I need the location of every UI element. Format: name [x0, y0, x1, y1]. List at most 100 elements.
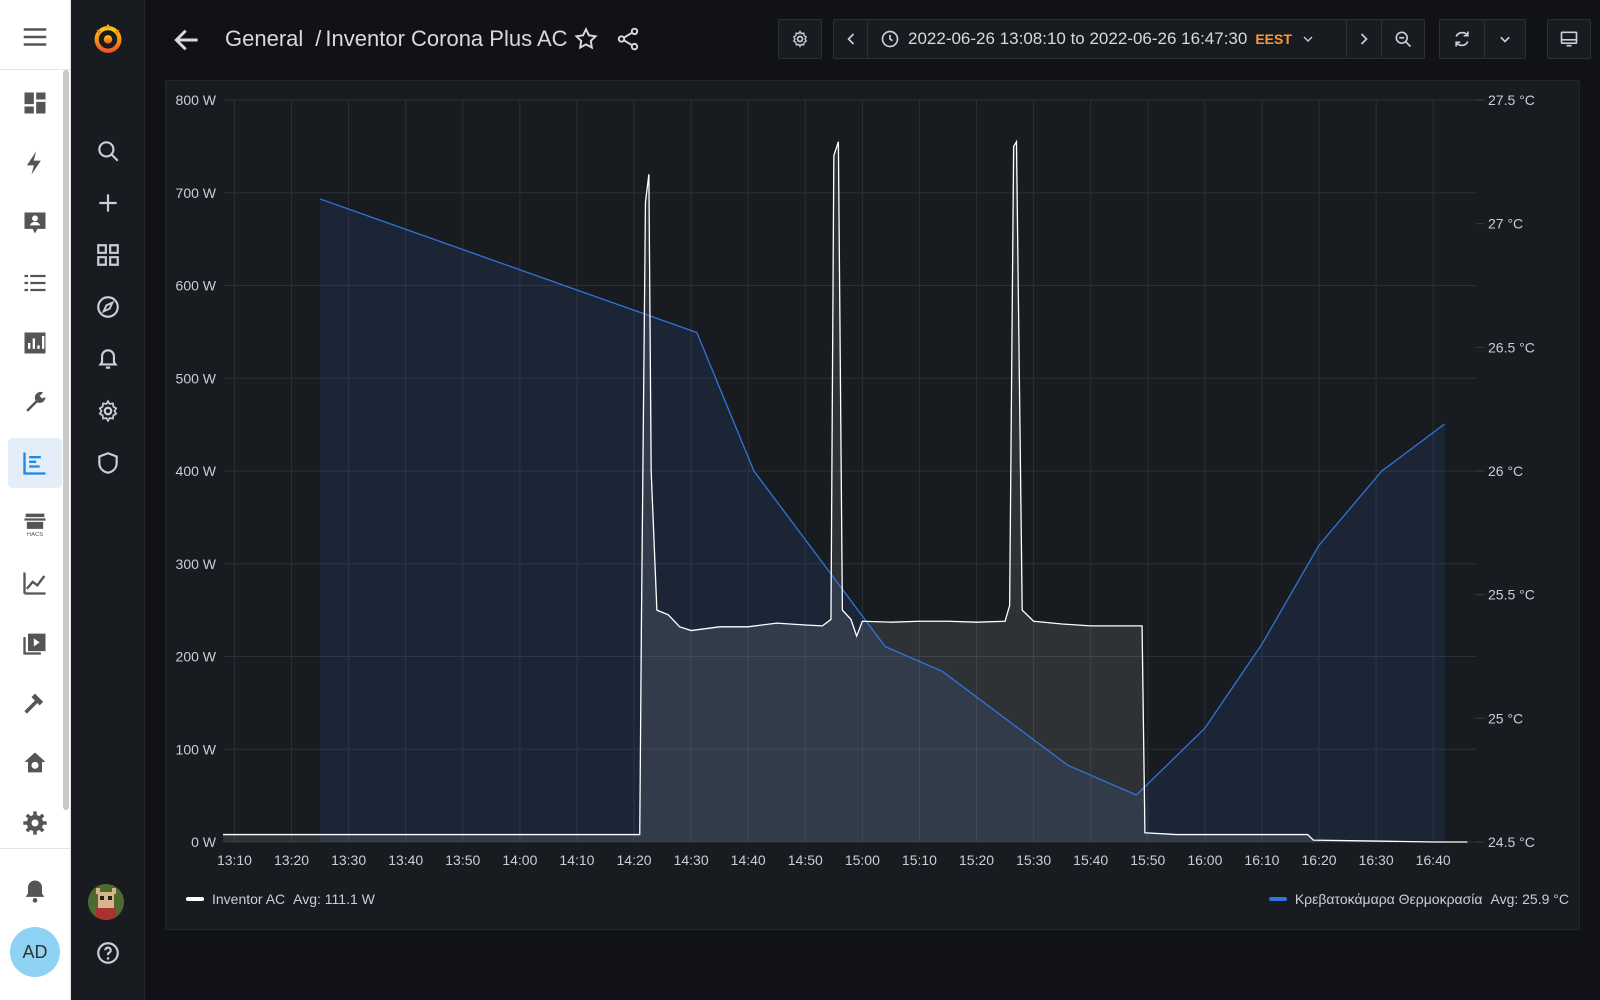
refresh-button[interactable]	[1439, 19, 1485, 59]
menu-icon[interactable]	[20, 22, 50, 52]
x-tick-label: 16:40	[1416, 852, 1451, 868]
server-admin-shield-icon[interactable]	[88, 443, 128, 483]
time-series-chart[interactable]: 0 W 100 W 200 W 300 W 400 W 500 W 600 W 700 W 80…	[166, 81, 1581, 881]
x-tick-label: 15:50	[1130, 852, 1165, 868]
dashboard-title[interactable]: Inventor Corona Plus AC	[325, 26, 568, 51]
y-left-tick-label: 400 W	[176, 463, 217, 479]
legend-avg: Avg: 111.1 W	[293, 891, 375, 907]
search-icon[interactable]	[88, 131, 128, 171]
y-right-tick-label: 27 °C	[1488, 216, 1523, 232]
settings-icon[interactable]	[8, 798, 62, 848]
chevron-left-icon	[847, 33, 855, 45]
ha-sidebar: HACS AD	[0, 0, 71, 1000]
divider	[0, 69, 71, 70]
energy-icon[interactable]	[8, 138, 62, 188]
chevron-down-icon	[1500, 36, 1510, 43]
clock-icon	[881, 30, 899, 48]
x-tick-label: 16:10	[1244, 852, 1279, 868]
chevron-right-icon	[1360, 33, 1368, 45]
x-tick-label: 15:40	[1073, 852, 1108, 868]
x-tick-label: 14:40	[731, 852, 766, 868]
x-tick-label: 14:30	[674, 852, 709, 868]
media-icon[interactable]	[8, 618, 62, 668]
y-left-tick-label: 0 W	[191, 834, 217, 850]
y-left-tick-label: 800 W	[176, 92, 217, 108]
y-left-tick-label: 200 W	[176, 649, 217, 665]
cog-icon	[792, 30, 808, 48]
y-right-tick-label: 26 °C	[1488, 463, 1523, 479]
x-tick-label: 15:30	[1016, 852, 1051, 868]
overview-icon[interactable]	[8, 78, 62, 128]
breadcrumb: General / Inventor Corona Plus AC	[225, 26, 568, 52]
logbook-icon[interactable]	[8, 198, 62, 248]
refresh-interval-dropdown[interactable]	[1484, 19, 1526, 59]
y-left-tick-label: 300 W	[176, 556, 217, 572]
x-tick-label: 13:50	[445, 852, 480, 868]
zoom-out-button[interactable]	[1381, 19, 1425, 59]
zoom-out-icon	[1395, 31, 1412, 48]
help-icon[interactable]	[88, 933, 128, 973]
y-left-tick-label: 100 W	[176, 741, 217, 757]
tools-icon[interactable]	[8, 378, 62, 428]
grafana-icon[interactable]	[8, 438, 62, 488]
y-right-tick-label: 25.5 °C	[1488, 587, 1535, 603]
breadcrumb-folder[interactable]: General	[225, 26, 304, 51]
explore-icon[interactable]	[88, 287, 128, 327]
dashboard-settings-button[interactable]	[778, 19, 822, 59]
bell-icon[interactable]	[8, 866, 62, 916]
x-tick-label: 14:10	[559, 852, 594, 868]
grafana-sidenav	[71, 0, 145, 1000]
view-mode-button[interactable]	[1547, 19, 1591, 59]
monitor-icon	[1560, 31, 1578, 47]
history-icon[interactable]	[8, 558, 62, 608]
legend-item-bedroom-temperature[interactable]: Κρεβατοκάμαρα Θερμοκρασία Avg: 25.9 °C	[1268, 891, 1570, 907]
time-range-picker[interactable]: 2022-06-26 13:08:10 to 2022-06-26 16:47:…	[867, 19, 1347, 59]
x-tick-label: 16:00	[1187, 852, 1222, 868]
timezone-label: EEST	[1255, 31, 1292, 47]
series-area-temperature	[320, 198, 1445, 842]
sidebar-scrollbar[interactable]	[63, 70, 69, 810]
legend-avg: Avg: 25.9 °C	[1490, 891, 1570, 907]
legend-series-name: Κρεβατοκάμαρα Θερμοκρασία	[1294, 891, 1483, 907]
home-settings-icon[interactable]	[8, 738, 62, 788]
y-right-tick-label: 26.5 °C	[1488, 339, 1535, 355]
legend-swatch	[1268, 897, 1287, 901]
time-back-button[interactable]	[833, 19, 869, 59]
y-right-tick-label: 25 °C	[1488, 710, 1523, 726]
create-icon[interactable]	[88, 183, 128, 223]
back-arrow-icon[interactable]	[171, 24, 203, 56]
legend-series-name: Inventor AC	[212, 891, 286, 907]
x-tick-label: 14:00	[502, 852, 537, 868]
stats-icon[interactable]	[8, 318, 62, 368]
history-list-icon[interactable]	[8, 258, 62, 308]
x-tick-label: 15:10	[902, 852, 937, 868]
user-avatar[interactable]: AD	[10, 927, 60, 977]
configuration-gear-icon[interactable]	[88, 391, 128, 431]
hacs-icon[interactable]: HACS	[8, 498, 62, 548]
dashboards-icon[interactable]	[88, 235, 128, 275]
svg-text:HACS: HACS	[27, 532, 43, 537]
share-icon[interactable]	[615, 26, 643, 54]
graph-panel[interactable]: 0 W 100 W 200 W 300 W 400 W 500 W 600 W 700 W 80…	[165, 80, 1580, 930]
time-forward-button[interactable]	[1346, 19, 1382, 59]
chevron-down-icon	[1303, 36, 1313, 42]
grafana-logo-icon[interactable]	[88, 18, 128, 58]
breadcrumb-separator: /	[315, 26, 322, 51]
x-tick-label: 13:40	[388, 852, 423, 868]
x-tick-label: 13:30	[331, 852, 366, 868]
y-left-tick-label: 600 W	[176, 278, 217, 294]
y-left-tick-label: 700 W	[176, 185, 217, 201]
star-icon[interactable]	[573, 26, 601, 54]
x-tick-label: 16:20	[1302, 852, 1337, 868]
developer-tools-icon[interactable]	[8, 678, 62, 728]
x-tick-label: 13:20	[274, 852, 309, 868]
series-area-inventor-ac	[223, 141, 1468, 843]
refresh-icon	[1455, 31, 1469, 47]
y-left-tick-label: 500 W	[176, 370, 217, 386]
series-line-inventor-ac	[223, 139, 1468, 843]
x-tick-label: 16:30	[1359, 852, 1394, 868]
alerting-bell-icon[interactable]	[88, 339, 128, 379]
series-line-temperature	[319, 198, 1445, 796]
grafana-user-avatar[interactable]	[88, 884, 124, 920]
legend-item-inventor-ac[interactable]: Inventor AC Avg: 111.1 W	[186, 891, 375, 907]
